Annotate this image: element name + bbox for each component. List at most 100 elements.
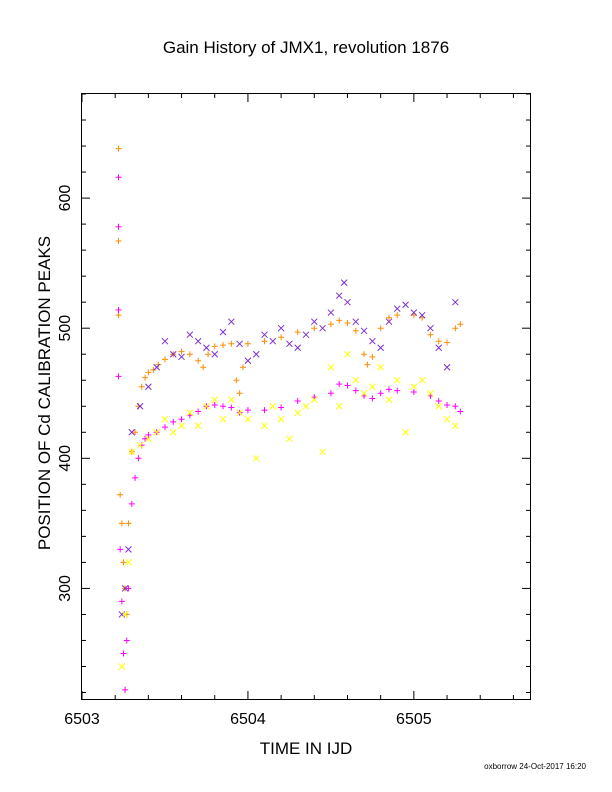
data-point <box>393 305 401 313</box>
data-point <box>311 325 318 332</box>
data-point <box>128 448 136 456</box>
data-point <box>236 340 243 348</box>
data-point <box>364 361 371 368</box>
data-point <box>252 454 260 462</box>
y-tick-label: 600 <box>57 185 74 212</box>
data-point <box>178 348 185 355</box>
data-point <box>138 383 145 390</box>
data-point <box>261 422 268 430</box>
data-point <box>377 325 384 332</box>
data-point <box>178 416 185 423</box>
data-point <box>344 382 351 389</box>
data-point <box>244 340 251 347</box>
data-point <box>186 331 194 339</box>
data-point <box>336 317 343 324</box>
data-point <box>211 343 218 350</box>
data-point <box>344 298 351 306</box>
data-point <box>418 376 426 384</box>
data-point <box>155 361 162 368</box>
data-point <box>161 424 168 431</box>
data-point <box>310 318 318 326</box>
data-point <box>178 353 185 361</box>
data-point <box>360 327 368 335</box>
data-point <box>161 337 169 345</box>
data-point <box>402 428 409 436</box>
footer-stamp: oxborrow 24-Oct-2017 16:20 <box>484 762 586 771</box>
data-point <box>252 350 260 358</box>
data-point <box>145 431 152 438</box>
data-point <box>203 402 210 410</box>
data-point <box>161 356 168 363</box>
data-point <box>294 398 301 405</box>
data-point <box>205 351 212 358</box>
data-point <box>203 344 210 352</box>
data-point <box>228 340 235 347</box>
data-point <box>277 324 285 332</box>
data-point <box>443 363 451 371</box>
data-point <box>452 325 459 332</box>
data-point <box>302 402 310 410</box>
data-point <box>236 390 243 397</box>
data-point <box>261 338 268 345</box>
data-point <box>418 311 426 319</box>
y-tick-label: 400 <box>57 445 74 472</box>
data-point <box>427 331 434 338</box>
data-point <box>310 396 318 404</box>
data-point <box>123 637 130 644</box>
data-point <box>115 306 122 313</box>
data-point <box>236 409 243 417</box>
y-axis-label: POSITION OF Cd CALIBRATION PEAKS <box>35 236 54 550</box>
data-point <box>145 369 152 376</box>
data-point <box>161 415 169 423</box>
data-point <box>457 321 464 328</box>
data-point <box>435 338 442 345</box>
data-point <box>377 363 385 371</box>
data-point <box>132 429 139 436</box>
x-axis-label: TIME IN IJD <box>260 739 353 758</box>
data-point <box>194 422 202 430</box>
data-point <box>200 364 207 371</box>
data-point <box>186 351 193 358</box>
x-tick-label: 6504 <box>230 711 266 728</box>
data-point <box>385 386 392 393</box>
series-1 <box>115 174 464 693</box>
data-point <box>286 340 293 348</box>
data-point <box>244 415 252 423</box>
data-point <box>115 145 122 152</box>
data-point <box>211 401 218 408</box>
data-point <box>294 344 302 352</box>
data-point <box>125 585 132 592</box>
data-point <box>394 387 401 394</box>
data-marks <box>115 145 464 693</box>
data-point <box>220 403 227 410</box>
data-point <box>435 402 443 410</box>
data-point <box>278 404 285 411</box>
data-point <box>211 396 219 404</box>
data-point <box>336 381 343 388</box>
data-point <box>220 342 227 349</box>
data-point <box>219 328 227 336</box>
data-point <box>142 435 149 442</box>
plot-frame <box>81 93 531 700</box>
data-point <box>335 292 343 300</box>
x-tick-label: 6503 <box>64 711 100 728</box>
data-point <box>427 389 434 397</box>
data-point <box>369 337 376 345</box>
data-point <box>117 546 124 553</box>
data-point <box>344 350 351 358</box>
y-tick-label: 500 <box>57 315 74 342</box>
data-point <box>344 319 351 326</box>
data-point <box>142 374 149 381</box>
data-point <box>178 422 185 430</box>
data-point <box>369 383 376 391</box>
data-point <box>319 448 326 456</box>
data-point <box>125 520 132 527</box>
data-point <box>227 318 235 326</box>
data-point <box>136 441 144 449</box>
data-point <box>452 403 459 410</box>
x-tick-label: 6505 <box>396 711 432 728</box>
data-point <box>117 491 124 498</box>
data-point <box>451 298 459 306</box>
data-point <box>121 611 129 618</box>
data-point <box>150 366 157 373</box>
